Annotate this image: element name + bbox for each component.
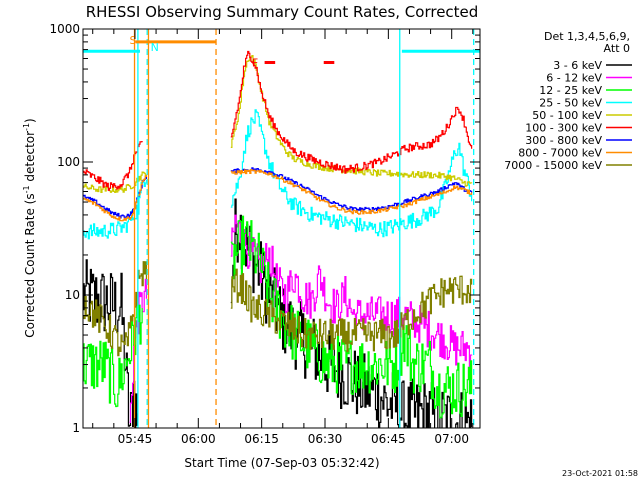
series-line-6-seg-1 (83, 141, 143, 191)
series-line-5-seg-1 (83, 171, 147, 193)
x-tick-label: 06:00 (181, 432, 216, 446)
y-tick-label: 100 (57, 155, 80, 169)
series-line-8-seg-1 (83, 174, 147, 222)
y-axis-label-part-1: Corrected Count Rate (s (23, 193, 37, 337)
legend-label-6: 100 - 300 keV (525, 122, 602, 135)
series-line-1-seg-2 (230, 198, 473, 428)
plot-area: S N F (83, 29, 480, 428)
plot-frame (82, 28, 481, 429)
series-line-8-seg-2 (230, 169, 473, 215)
y-axis-label-part-3: ) (23, 118, 37, 123)
legend-label-1: 3 - 6 keV (553, 59, 602, 72)
axis-ticks: 1 10 100 1000 05:45 06:00 06:15 06:30 06:45 07:00 (49, 22, 480, 446)
flag-label-s: S (129, 34, 136, 47)
legend-label-2: 6 - 12 keV (546, 72, 602, 85)
flag-label-n: N (151, 41, 159, 54)
series-line-9-seg-2 (230, 268, 473, 353)
legend-label-9: 7000 - 15000 keV (504, 159, 602, 172)
x-axis-label: Start Time (07-Sep-03 05:32:42) (184, 456, 379, 470)
series-line-1-seg-1 (83, 259, 139, 428)
x-tick-label: 05:45 (118, 432, 153, 446)
x-tick-label: 06:45 (371, 432, 406, 446)
legend-header-detectors: Det 1,3,4,5,6,9, (544, 30, 630, 43)
series-line-2-seg-2 (230, 214, 473, 368)
series-line-5-seg-2 (230, 55, 473, 187)
axes-frame (82, 28, 481, 429)
y-axis-label: Corrected Count Rate (s-1 detector-1) (22, 118, 37, 337)
series-line-9-seg-1 (83, 261, 147, 357)
legend-label-4: 25 - 50 keV (539, 97, 602, 110)
y-axis-label-part-2: detector (23, 131, 37, 186)
legend-label-8: 800 - 7000 keV (518, 147, 602, 160)
x-tick-label: 07:00 (434, 432, 469, 446)
legend-label-7: 300 - 800 keV (525, 134, 602, 147)
generation-timestamp: 23-Oct-2021 01:58 (562, 469, 638, 478)
y-axis-label-exp-1: -1 (22, 185, 31, 193)
series-line-4-seg-1 (83, 180, 147, 240)
legend-label-3: 12 - 25 keV (539, 84, 602, 97)
series-line-3-seg-2 (230, 215, 473, 419)
chart-title: RHESSI Observing Summary Count Rates, Co… (86, 3, 479, 21)
y-tick-label: 10 (65, 288, 80, 302)
flag-label-f: F (252, 56, 258, 69)
legend-label-5: 50 - 100 keV (532, 109, 602, 122)
y-tick-label: 1000 (49, 22, 80, 36)
series-line-4-seg-2 (230, 109, 473, 238)
x-tick-label: 06:15 (244, 432, 279, 446)
y-axis-label-exp-2: -1 (22, 123, 31, 131)
y-tick-label: 1 (72, 421, 80, 435)
series-line-6-seg-2 (230, 50, 473, 174)
legend-header-attenuator: Att 0 (604, 42, 630, 55)
x-tick-label: 06:30 (308, 432, 343, 446)
